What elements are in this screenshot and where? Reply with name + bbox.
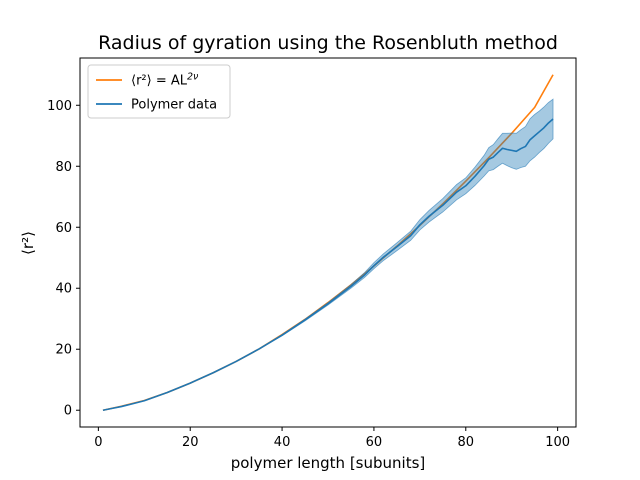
y-axis: 0 20 40 60 80 100 bbox=[47, 99, 80, 419]
x-tick-label: 0 bbox=[94, 435, 102, 450]
x-tick-label: 20 bbox=[182, 435, 199, 450]
axes-frame bbox=[79, 57, 577, 428]
legend-label-data: Polymer data bbox=[131, 98, 217, 113]
y-tick-label: 20 bbox=[55, 343, 72, 358]
y-tick-label: 60 bbox=[55, 221, 72, 236]
x-tick-label: 100 bbox=[545, 435, 570, 450]
x-tick-label: 40 bbox=[274, 435, 291, 450]
x-axis-label: polymer length [subunits] bbox=[231, 454, 426, 472]
data-line bbox=[102, 118, 554, 412]
chart-title: Radius of gyration using the Rosenbluth … bbox=[98, 32, 558, 54]
legend-label-fit: ⟨r²⟩ = AL2ν bbox=[131, 72, 199, 89]
plot-series bbox=[102, 74, 554, 412]
y-tick-label: 0 bbox=[64, 404, 72, 419]
y-tick-label: 80 bbox=[55, 160, 72, 175]
x-tick-label: 60 bbox=[366, 435, 383, 450]
x-axis: 0 20 40 60 80 100 bbox=[94, 427, 570, 450]
plot-area bbox=[102, 74, 554, 412]
y-axis-label: ⟨r²⟩ bbox=[19, 231, 37, 255]
y-tick-label: 40 bbox=[55, 282, 72, 297]
y-tick-label: 100 bbox=[47, 99, 72, 114]
legend: ⟨r²⟩ = AL2ν Polymer data bbox=[87, 64, 231, 119]
legend-box bbox=[87, 64, 231, 119]
x-tick-label: 80 bbox=[458, 435, 475, 450]
